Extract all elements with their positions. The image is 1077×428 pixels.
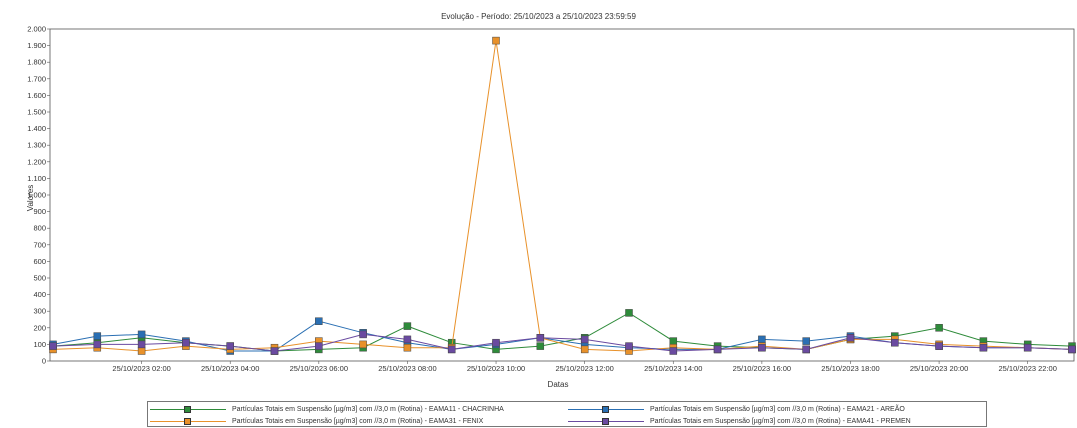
- data-point-marker: [802, 337, 810, 345]
- data-point-marker: [403, 322, 412, 330]
- legend-label: Partículas Totais em Suspensão [µg/m3] c…: [232, 405, 504, 413]
- y-tick-label: 2.000: [27, 25, 46, 34]
- data-point-marker: [802, 345, 810, 354]
- chart-legend: Partículas Totais em Suspensão [µg/m3] c…: [147, 401, 987, 427]
- x-tick-label: 25/10/2023 18:00: [821, 364, 879, 373]
- data-point-marker: [669, 337, 678, 345]
- data-point-marker: [1068, 345, 1076, 354]
- data-point-marker: [403, 335, 412, 344]
- data-point-marker: [447, 345, 456, 354]
- data-point-marker: [625, 309, 633, 317]
- data-point-marker: [403, 343, 412, 352]
- data-point-marker: [270, 347, 279, 355]
- y-tick-label: 500: [33, 274, 46, 283]
- y-tick-label: 1.000: [27, 191, 46, 200]
- chart-title: Evolução - Período: 25/10/2023 a 25/10/2…: [441, 12, 636, 21]
- x-tick-label: 25/10/2023 02:00: [112, 364, 170, 373]
- plot-area: [49, 28, 1075, 362]
- x-axis-label: Datas: [548, 380, 569, 389]
- data-point-marker: [93, 340, 102, 349]
- data-point-marker: [359, 340, 367, 349]
- data-point-marker: [492, 36, 500, 45]
- x-tick-label: 25/10/2023 12:00: [555, 364, 613, 373]
- x-tick-label: 25/10/2023 08:00: [378, 364, 436, 373]
- data-point-marker: [536, 342, 545, 350]
- y-tick-label: 1.300: [27, 141, 46, 150]
- line-chart: 0 100 200 300 400 500 600 700 800 900 1.000 1.100 1.…: [26, 25, 1076, 389]
- x-tick-label: 25/10/2023 06:00: [290, 364, 348, 373]
- legend-swatch: [568, 403, 644, 415]
- legend-item: Partículas Totais em Suspensão [µg/m3] c…: [568, 415, 911, 427]
- data-point-marker: [625, 342, 633, 350]
- y-tick-label: 1.500: [27, 108, 46, 117]
- data-point-marker: [137, 340, 146, 349]
- data-point-marker: [315, 317, 323, 325]
- y-tick-label: 0: [42, 357, 46, 366]
- x-tick-label: 25/10/2023 14:00: [644, 364, 702, 373]
- legend-label: Partículas Totais em Suspensão [µg/m3] c…: [650, 417, 911, 425]
- data-point-marker: [935, 324, 943, 332]
- y-tick-label: 1.700: [27, 74, 46, 83]
- x-tick-label: 25/10/2023 22:00: [999, 364, 1057, 373]
- data-point-marker: [137, 330, 146, 339]
- legend-swatch: [568, 415, 644, 427]
- legend-label: Partículas Totais em Suspensão [µg/m3] c…: [650, 405, 905, 413]
- data-point-marker: [713, 345, 722, 354]
- legend-label: Partículas Totais em Suspensão [µg/m3] c…: [232, 417, 484, 425]
- data-point-marker: [580, 345, 589, 354]
- data-point-marker: [492, 338, 500, 347]
- x-tick-label: 25/10/2023 10:00: [467, 364, 525, 373]
- y-tick-label: 1.900: [27, 41, 46, 50]
- series-line: [52, 333, 1073, 352]
- x-tick-label: 25/10/2023 16:00: [733, 364, 791, 373]
- legend-item: Partículas Totais em Suspensão [µg/m3] c…: [150, 403, 504, 415]
- series-line: [52, 320, 1073, 352]
- legend-item: Partículas Totais em Suspensão [µg/m3] c…: [150, 415, 483, 427]
- series-line: [52, 40, 1073, 352]
- x-tick-label: 25/10/2023 20:00: [910, 364, 968, 373]
- data-point-marker: [137, 347, 146, 355]
- y-tick-label: 1.100: [27, 174, 46, 183]
- data-point-marker: [1023, 343, 1032, 352]
- y-tick-label: 1.600: [27, 91, 46, 100]
- y-tick-label: 200: [33, 323, 46, 332]
- y-tick-label: 100: [33, 340, 46, 349]
- data-point-marker: [758, 335, 766, 344]
- y-axis-label: Valores: [26, 185, 35, 212]
- legend-swatch: [150, 403, 226, 415]
- x-tick-label: 25/10/2023 04:00: [201, 364, 259, 373]
- data-point-marker: [359, 330, 367, 339]
- y-tick-label: 1.800: [27, 58, 46, 67]
- y-tick-label: 1.200: [27, 157, 46, 166]
- y-tick-label: 300: [33, 307, 46, 316]
- y-tick-label: 700: [33, 240, 46, 249]
- legend-swatch: [150, 415, 226, 427]
- data-point-marker: [891, 338, 899, 347]
- y-tick-label: 900: [33, 207, 46, 216]
- data-point-marker: [226, 342, 234, 350]
- data-point-marker: [315, 342, 323, 350]
- y-tick-label: 600: [33, 257, 46, 266]
- y-tick-label: 800: [33, 224, 46, 233]
- data-point-marker: [182, 338, 190, 347]
- legend-item: Partículas Totais em Suspensão [µg/m3] c…: [568, 403, 905, 415]
- data-point-marker: [935, 342, 943, 350]
- y-tick-label: 400: [33, 290, 46, 299]
- data-point-marker: [536, 334, 545, 342]
- data-point-marker: [49, 342, 57, 350]
- data-point-marker: [758, 343, 766, 352]
- y-tick-label: 1.400: [27, 124, 46, 133]
- data-point-marker: [580, 335, 589, 344]
- data-point-marker: [669, 347, 678, 355]
- data-point-marker: [846, 334, 855, 342]
- data-point-marker: [979, 343, 988, 352]
- data-point-marker: [93, 332, 102, 340]
